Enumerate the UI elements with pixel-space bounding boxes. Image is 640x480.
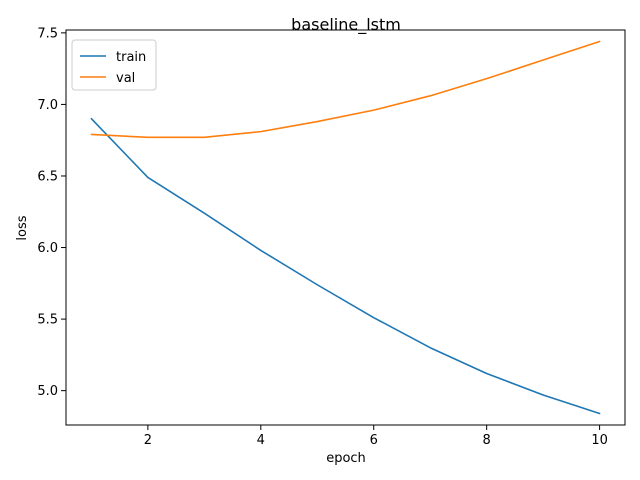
legend-label-val: val bbox=[116, 71, 135, 86]
x-tick-label: 8 bbox=[483, 433, 491, 448]
y-tick-label: 6.0 bbox=[37, 241, 58, 256]
x-tick-label: 2 bbox=[144, 433, 152, 448]
plot-area bbox=[65, 29, 626, 426]
x-tick-label: 4 bbox=[257, 433, 265, 448]
series-line-train bbox=[90, 117, 601, 415]
series-layer bbox=[90, 40, 601, 415]
x-tick-label: 10 bbox=[591, 433, 608, 448]
plot-frame bbox=[65, 29, 626, 426]
legend-label-train: train bbox=[116, 50, 146, 65]
series-line-val bbox=[90, 40, 601, 139]
x-axis: 2 4 6 8 10 bbox=[144, 425, 608, 448]
legend: train val bbox=[71, 39, 157, 91]
y-tick-label: 6.5 bbox=[37, 169, 58, 184]
y-tick-label: 5.5 bbox=[37, 313, 58, 328]
legend-frame bbox=[71, 39, 157, 91]
y-tick-label: 5.0 bbox=[37, 384, 58, 399]
chart-title: baseline_lstm bbox=[291, 15, 401, 35]
y-axis-label: loss bbox=[15, 215, 30, 240]
x-tick-label: 6 bbox=[370, 433, 378, 448]
y-tick-label: 7.5 bbox=[37, 26, 58, 41]
y-axis: 5.0 5.5 6.0 6.5 7.0 7.5 bbox=[37, 26, 66, 399]
x-axis-label: epoch bbox=[326, 451, 366, 466]
y-tick-label: 7.0 bbox=[37, 98, 58, 113]
